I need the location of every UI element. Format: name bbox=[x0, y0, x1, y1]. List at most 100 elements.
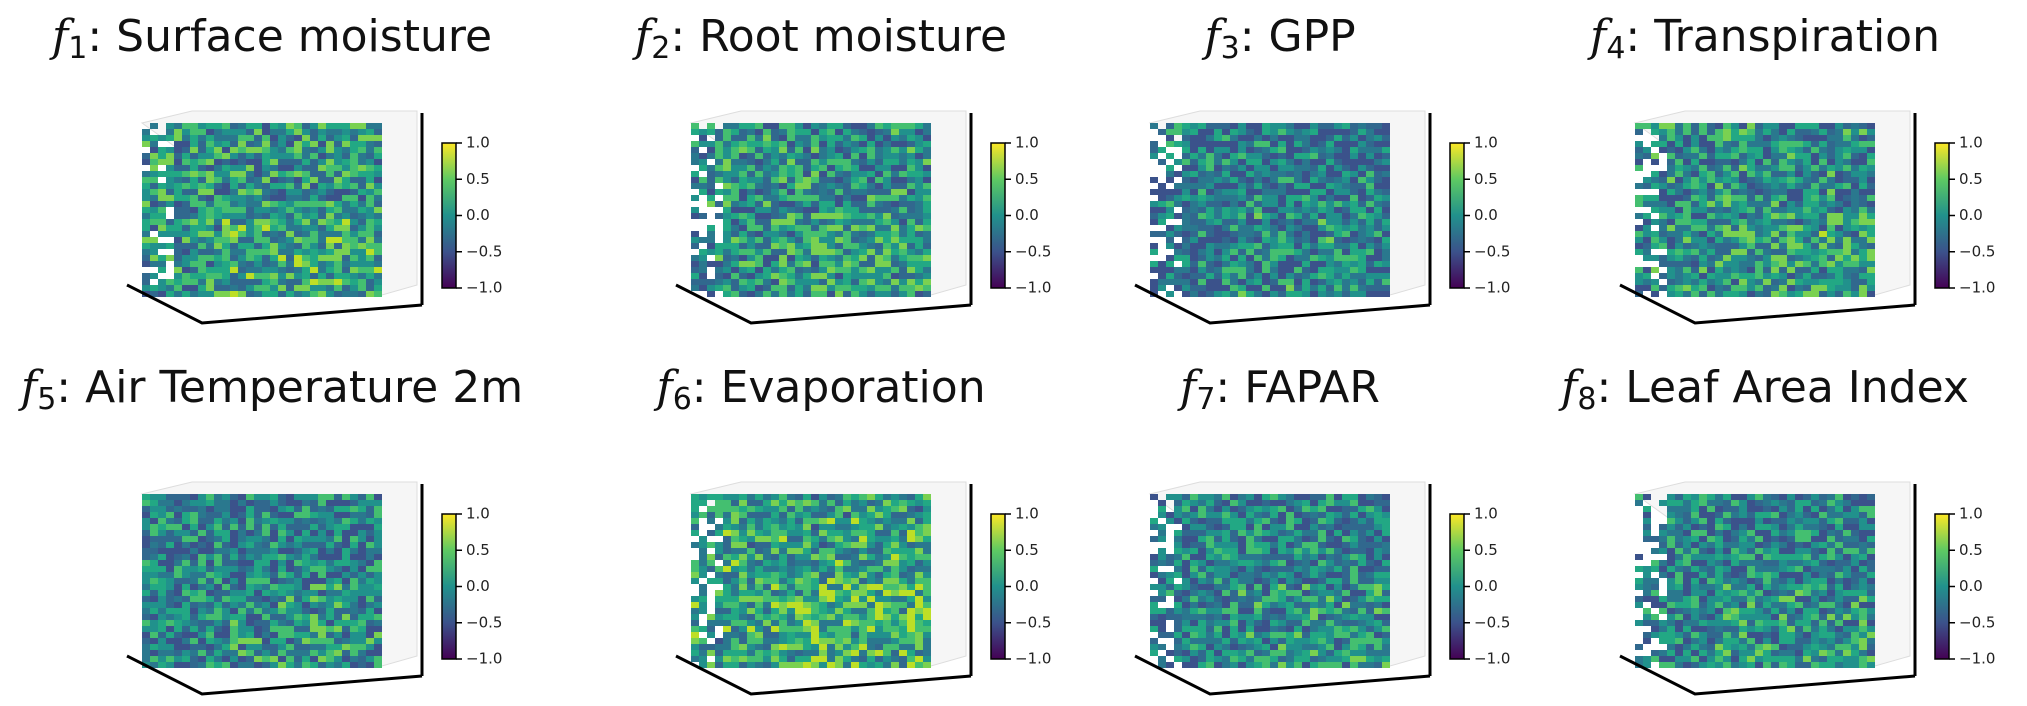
heatmap-cell bbox=[755, 548, 763, 554]
heatmap-cell bbox=[731, 602, 739, 608]
heatmap-cell bbox=[1294, 213, 1302, 219]
heatmap-cell bbox=[230, 656, 238, 662]
heatmap-cell bbox=[310, 512, 318, 518]
heatmap-cell bbox=[763, 123, 771, 129]
heatmap-cell bbox=[1707, 225, 1715, 231]
heatmap-cell bbox=[1358, 279, 1366, 285]
heatmap-cell bbox=[198, 644, 206, 650]
heatmap-cell bbox=[302, 560, 310, 566]
heatmap-cell bbox=[1803, 201, 1811, 207]
heatmap-cell bbox=[318, 279, 326, 285]
heatmap-cell bbox=[374, 524, 382, 530]
heatmap-cell bbox=[915, 285, 923, 291]
heatmap-cell bbox=[779, 572, 787, 578]
heatmap-cell bbox=[803, 572, 811, 578]
heatmap-cell bbox=[214, 500, 222, 506]
heatmap-cell bbox=[342, 285, 350, 291]
heatmap-cell bbox=[182, 135, 190, 141]
heatmap-cell bbox=[326, 542, 334, 548]
heatmap-cell bbox=[883, 536, 891, 542]
heatmap-cell bbox=[1230, 183, 1238, 189]
heatmap-cell bbox=[731, 494, 739, 500]
heatmap-cell bbox=[795, 590, 803, 596]
heatmap-cell bbox=[302, 500, 310, 506]
heatmap-cell bbox=[1334, 159, 1342, 165]
heatmap-cell bbox=[150, 566, 158, 572]
heatmap-cell bbox=[246, 183, 254, 189]
heatmap-cell bbox=[1350, 213, 1358, 219]
heatmap-cell bbox=[1811, 153, 1819, 159]
heatmap-cell bbox=[1819, 213, 1827, 219]
heatmap-cell bbox=[1859, 153, 1867, 159]
heatmap-cell bbox=[318, 596, 326, 602]
heatmap-cell bbox=[1246, 177, 1254, 183]
colorbar-tick-label: 0.5 bbox=[466, 170, 490, 188]
heatmap-cell bbox=[1294, 291, 1302, 297]
heatmap-cell bbox=[1318, 183, 1326, 189]
heatmap-cell bbox=[1318, 171, 1326, 177]
heatmap-cell bbox=[883, 620, 891, 626]
heatmap-cell bbox=[1651, 183, 1659, 189]
heatmap-cell bbox=[739, 530, 747, 536]
heatmap-cell bbox=[1755, 177, 1763, 183]
heatmap-cell bbox=[294, 494, 302, 500]
heatmap-cell bbox=[1635, 273, 1643, 279]
heatmap-cell bbox=[1318, 219, 1326, 225]
heatmap-cell bbox=[190, 273, 198, 279]
heatmap-cell bbox=[1222, 285, 1230, 291]
heatmap-cell bbox=[1214, 195, 1222, 201]
heatmap-cell bbox=[1350, 129, 1358, 135]
heatmap-cell bbox=[318, 273, 326, 279]
heatmap-cell bbox=[843, 207, 851, 213]
heatmap-cell bbox=[270, 512, 278, 518]
heatmap-cell bbox=[310, 279, 318, 285]
label: : Root moisture bbox=[670, 11, 1007, 62]
heatmap-cell bbox=[358, 590, 366, 596]
heatmap-cell bbox=[1843, 189, 1851, 195]
heatmap-cell bbox=[715, 189, 723, 195]
heatmap-cell bbox=[1795, 237, 1803, 243]
heatmap-cell bbox=[254, 189, 262, 195]
heatmap-cell bbox=[326, 279, 334, 285]
heatmap-cell bbox=[1715, 153, 1723, 159]
heatmap-cell bbox=[779, 596, 787, 602]
heatmap-cell bbox=[294, 536, 302, 542]
heatmap-cell bbox=[366, 638, 374, 644]
heatmap-cell bbox=[214, 273, 222, 279]
heatmap-cell bbox=[238, 249, 246, 255]
heatmap-cell bbox=[835, 219, 843, 225]
heatmap-cell bbox=[342, 213, 350, 219]
heatmap-cell bbox=[771, 153, 779, 159]
heatmap-cell bbox=[1795, 189, 1803, 195]
heatmap-cell bbox=[819, 506, 827, 512]
heatmap-cell bbox=[1851, 225, 1859, 231]
heatmap-cell bbox=[827, 225, 835, 231]
heatmap-cell bbox=[1723, 129, 1731, 135]
heatmap-cell bbox=[875, 153, 883, 159]
heatmap-cell bbox=[1238, 195, 1246, 201]
heatmap-cell bbox=[230, 279, 238, 285]
heatmap-cell bbox=[1374, 135, 1382, 141]
heatmap-cell bbox=[222, 524, 230, 530]
heatmap-cell bbox=[923, 237, 931, 243]
heatmap-cell bbox=[1787, 249, 1795, 255]
heatmap-cell bbox=[350, 602, 358, 608]
heatmap-cell bbox=[1318, 129, 1326, 135]
heatmap-cell bbox=[907, 201, 915, 207]
heatmap-cell bbox=[915, 237, 923, 243]
heatmap-cell bbox=[1787, 267, 1795, 273]
heatmap-cell bbox=[1683, 147, 1691, 153]
heatmap-cell bbox=[158, 500, 166, 506]
heatmap-cell bbox=[286, 243, 294, 249]
heatmap-cell bbox=[278, 566, 286, 572]
heatmap-cell bbox=[350, 638, 358, 644]
heatmap-cell bbox=[350, 614, 358, 620]
heatmap-cell bbox=[1198, 123, 1206, 129]
heatmap-cell bbox=[270, 650, 278, 656]
heatmap-cell bbox=[262, 231, 270, 237]
heatmap-cell bbox=[1763, 147, 1771, 153]
heatmap-cell bbox=[1334, 135, 1342, 141]
heatmap-cell bbox=[1859, 255, 1867, 261]
heatmap-cell bbox=[1667, 147, 1675, 153]
heatmap-cell bbox=[334, 285, 342, 291]
